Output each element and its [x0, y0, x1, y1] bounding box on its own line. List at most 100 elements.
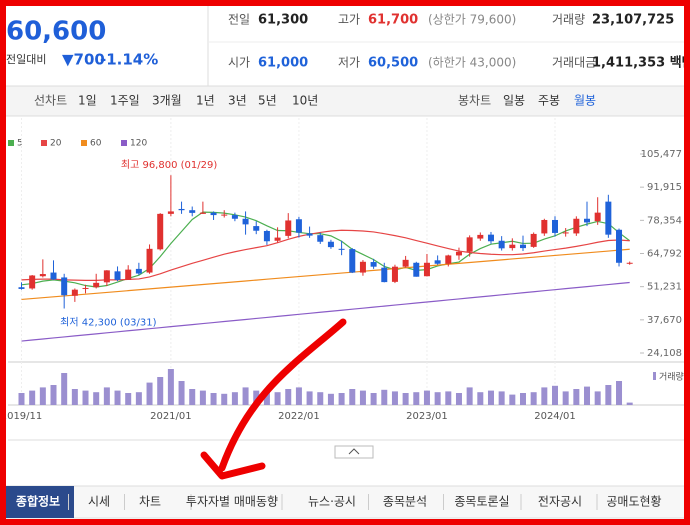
volume-bar	[189, 389, 196, 405]
volume-bar	[199, 390, 206, 405]
candle-body	[423, 262, 430, 277]
candle-body	[327, 241, 334, 248]
candle-body	[381, 267, 388, 283]
low-annotation: 최저 42,300 (03/31)	[60, 317, 156, 329]
legend-swatch	[8, 140, 14, 146]
candle-body	[50, 272, 57, 280]
candle-body	[93, 282, 100, 288]
y-tick-label: 51,231	[647, 282, 682, 293]
summary-note: (하한가 43,000)	[428, 56, 516, 70]
candle-body	[146, 248, 153, 273]
volume-bar	[562, 391, 569, 405]
candle-body	[466, 237, 473, 252]
tab[interactable]: 종합정보	[16, 494, 60, 509]
volume-bar	[274, 392, 281, 405]
candle-body	[114, 271, 121, 280]
y-tick-label: 64,792	[647, 249, 682, 260]
candle-body	[562, 232, 569, 234]
period-button[interactable]: 1일	[78, 94, 97, 108]
period-button[interactable]: 일봉	[503, 94, 525, 108]
candle-body	[487, 234, 494, 242]
candle-body	[61, 277, 68, 296]
y-tick-label: 37,670	[647, 315, 682, 326]
tab[interactable]: 종목분석	[383, 495, 427, 509]
active-tab	[6, 486, 74, 518]
volume-bar	[221, 393, 228, 405]
candle-body	[584, 218, 591, 223]
volume-bar	[242, 387, 249, 405]
toolbar	[0, 85, 690, 117]
x-tick-label: 2021/01	[150, 411, 192, 422]
volume-bar	[210, 393, 217, 405]
tab-bar	[0, 485, 690, 519]
candle-body	[605, 201, 612, 235]
period-button[interactable]: 월봉	[574, 94, 596, 108]
toolbar-label: 선차트	[34, 94, 67, 108]
tab[interactable]: 뉴스·공시	[308, 495, 356, 509]
legend-swatch	[121, 140, 127, 146]
candle-body	[530, 233, 537, 247]
volume-bar	[594, 391, 601, 405]
candle-body	[445, 255, 452, 264]
candle-body	[253, 226, 260, 231]
summary-label: 거래량	[552, 13, 585, 27]
volume-bar	[50, 385, 57, 405]
volume-bar	[146, 382, 153, 405]
summary-label: 거래대금	[552, 56, 596, 70]
ma-line	[21, 281, 630, 342]
volume-bar	[295, 387, 302, 405]
period-button[interactable]: 1주일	[110, 94, 140, 108]
volume-bar	[455, 393, 462, 405]
volume-bar	[125, 393, 132, 405]
period-button[interactable]: 10년	[292, 94, 318, 108]
period-button[interactable]: 5년	[258, 94, 277, 108]
period-button[interactable]: 1년	[196, 94, 215, 108]
candle-body	[167, 211, 174, 214]
tab[interactable]: 차트	[139, 495, 161, 509]
period-button[interactable]: 3개월	[152, 94, 182, 108]
candle-body	[317, 235, 324, 242]
candle-body	[135, 268, 142, 274]
volume-bar	[29, 390, 36, 405]
tab[interactable]: 종목토론실	[454, 495, 509, 509]
tab[interactable]: 투자자별 매매동향	[186, 495, 278, 509]
volume-bar	[552, 385, 558, 405]
volume-bar	[626, 402, 633, 405]
candle-body	[402, 259, 409, 267]
period-button[interactable]: 주봉	[538, 94, 560, 108]
candle-body	[626, 262, 633, 264]
tab[interactable]: 시세	[88, 495, 110, 509]
candle-body	[498, 240, 505, 249]
volume-bar	[157, 377, 164, 405]
period-button[interactable]: 3년	[228, 94, 247, 108]
tab[interactable]: 공매도현황	[606, 495, 661, 509]
summary-label: 시가	[228, 56, 250, 70]
high-annotation: 최고 96,800 (01/29)	[121, 159, 217, 171]
volume-bar	[466, 387, 473, 405]
volume-legend-swatch	[653, 372, 656, 380]
collapse-button[interactable]	[334, 445, 374, 459]
volume-bar	[487, 390, 494, 405]
volume-bar	[18, 393, 25, 405]
y-tick-label: 78,354	[647, 215, 682, 226]
volume-bar	[103, 387, 110, 405]
volume-bar	[370, 393, 377, 405]
volume-bar	[93, 392, 100, 405]
tab[interactable]: 전자공시	[538, 495, 582, 509]
candle-body	[103, 270, 110, 283]
candle-body	[552, 219, 558, 233]
volume-bar	[573, 389, 580, 405]
x-tick-label: 2023/01	[406, 411, 448, 422]
candle-body	[242, 218, 249, 225]
volume-bar	[423, 390, 430, 405]
candle-body	[221, 214, 228, 216]
volume-bar	[530, 392, 537, 405]
candle-body	[82, 287, 89, 289]
candle-body	[573, 218, 580, 234]
summary-value: 23,107,725	[592, 13, 674, 28]
candle-body	[157, 213, 164, 250]
candle-body	[231, 215, 238, 219]
annotation-arrowhead	[200, 451, 266, 480]
candle-body	[189, 210, 196, 213]
